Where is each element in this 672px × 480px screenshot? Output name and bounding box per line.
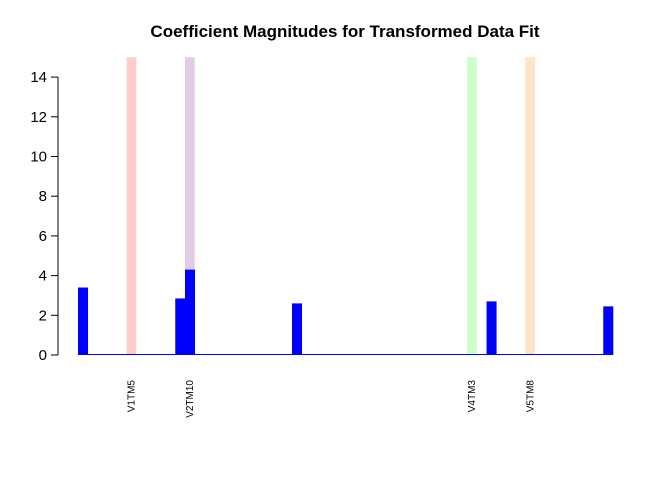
bar [544,354,555,355]
bar [97,354,108,355]
bar [389,354,400,355]
category-label-v5tm8: V5TM8 [525,380,536,413]
bar [350,354,361,355]
bar [282,354,293,355]
bar [311,354,322,355]
bar [515,354,526,355]
bar [457,354,468,355]
y-tick-label: 2 [39,307,47,324]
bar [330,354,341,355]
y-tick-label: 6 [39,228,47,245]
bar [243,354,254,355]
bar [418,354,429,355]
bar [126,354,137,355]
bar [564,354,575,355]
bar [301,354,312,355]
bar [428,354,439,355]
highlight-bar-v2tm10 [185,57,195,355]
bar [321,354,332,355]
bar [253,354,264,355]
bar [574,354,585,355]
highlight-bar-v4tm3 [467,57,477,355]
bar [467,354,478,355]
bar [408,354,419,355]
bar [78,287,89,355]
bar [87,354,98,355]
y-tick-label: 10 [30,149,47,166]
bar [535,354,546,355]
bar [340,354,351,355]
bar [185,269,196,355]
bar [107,354,118,355]
bar [214,354,225,355]
highlight-layer [126,57,536,355]
category-label-v2tm10: V2TM10 [185,380,196,418]
bar [476,354,487,355]
bar [583,354,594,355]
bar [525,354,536,355]
bar [369,354,380,355]
bar [506,354,517,355]
bar [262,354,273,355]
y-axis: 0 2 4 6 8 10 12 14 [30,69,59,364]
chart-title: Coefficient Magnitudes for Transformed D… [150,22,539,41]
category-label-v1tm5: V1TM5 [127,380,138,413]
bar-layer [78,269,614,355]
category-label-v4tm3: V4TM3 [467,380,478,413]
bar [175,298,186,355]
bar [437,354,448,355]
y-tick-label: 4 [39,268,47,285]
bar [146,354,157,355]
bar [223,354,234,355]
bar [399,354,410,355]
bar [165,354,176,355]
bar [379,354,390,355]
y-tick-label: 12 [30,109,47,126]
bar [360,354,371,355]
y-tick-label: 8 [39,188,47,205]
y-tick-label: 0 [39,347,47,364]
highlight-bar-v1tm5 [126,57,137,355]
y-tick-label: 14 [30,69,47,86]
bar [292,303,303,355]
category-labels: V1TM5 V2TM10 V4TM3 V5TM8 [127,380,537,418]
bar [496,354,507,355]
bar [136,354,147,355]
bar [603,306,614,355]
bar [447,354,458,355]
bar [194,354,205,355]
bar [272,354,283,355]
bar [593,354,604,355]
bar [116,354,127,355]
bar [486,301,497,355]
bar [155,354,166,355]
highlight-bar-v5tm8 [525,57,536,355]
bar [233,354,244,355]
bar [554,354,565,355]
bar [204,354,215,355]
